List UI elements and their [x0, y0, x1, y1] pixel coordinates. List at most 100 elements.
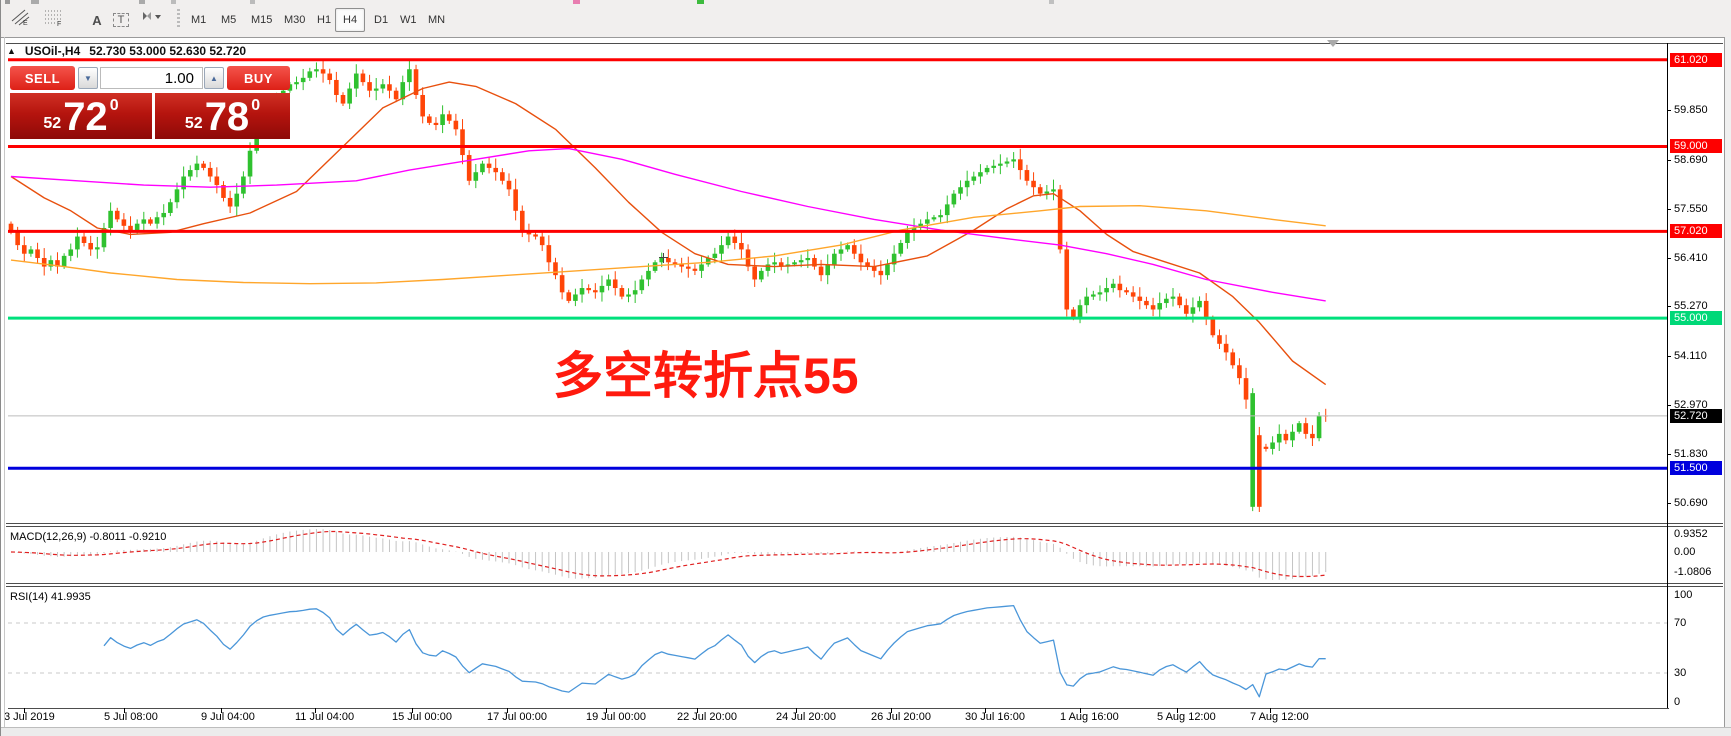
clipped-icon-fragment	[1049, 0, 1054, 4]
time-tick-label: 5 Aug 12:00	[1157, 711, 1216, 723]
symbol-label: USOil-,H4	[24, 44, 81, 58]
time-tick-label: 26 Jul 20:00	[871, 711, 931, 723]
rsi-axis-label: 70	[1674, 617, 1687, 629]
timeframe-m1-button[interactable]: M1	[191, 14, 207, 26]
fibonacci-tool-icon[interactable]: F	[44, 8, 70, 32]
volume-input[interactable]	[100, 67, 203, 89]
time-tick	[1270, 708, 1271, 713]
time-tick-label: 22 Jul 20:00	[677, 711, 737, 723]
volume-decrease-button[interactable]: ▼	[78, 67, 98, 89]
price-tick-label: 51.830	[1674, 448, 1708, 460]
rsi-label: RSI(14) 41.9935	[10, 591, 91, 603]
macd-axis-zero: 0.00	[1674, 546, 1696, 558]
macd-splitter-bottom[interactable]	[6, 526, 1723, 527]
svg-text:F: F	[57, 21, 61, 26]
toolbar-grip	[177, 9, 180, 29]
macd-axis-min: -1.0806	[1674, 566, 1712, 578]
buy-button[interactable]: BUY	[227, 66, 290, 90]
time-tick	[412, 708, 413, 713]
level-price-label: 57.020	[1670, 224, 1722, 238]
time-tick	[891, 708, 892, 713]
price-tick	[1667, 503, 1671, 504]
price-tick-label: 58.690	[1674, 154, 1708, 166]
cursor-mark-icon	[659, 257, 668, 258]
time-tick-label: 15 Jul 00:00	[392, 711, 452, 723]
window-left-border	[0, 0, 1, 736]
chart-shift-marker-icon[interactable]	[1327, 40, 1339, 47]
text-tool-icon[interactable]: A	[92, 12, 102, 28]
time-tick-label: 19 Jul 00:00	[586, 711, 646, 723]
clipped-icon-fragment	[31, 0, 39, 4]
time-tick	[1080, 708, 1081, 713]
sell-price-display[interactable]: 52 72 0	[10, 93, 152, 139]
time-tick-label: 9 Jul 04:00	[201, 711, 255, 723]
rsi-splitter-top[interactable]	[6, 583, 1723, 584]
time-tick-label: 3 Jul 2019	[4, 711, 55, 723]
rsi-axis-label: 30	[1674, 667, 1687, 679]
current-price-label: 52.720	[1670, 409, 1722, 423]
time-tick	[796, 708, 797, 713]
time-tick-label: 24 Jul 20:00	[776, 711, 836, 723]
equidistant-channel-tool-icon[interactable]: E	[10, 8, 36, 32]
timeframe-w1-button[interactable]: W1	[400, 14, 417, 26]
price-tick-label: 55.270	[1674, 300, 1708, 312]
timeframe-mn-button[interactable]: MN	[428, 14, 446, 26]
time-tick	[221, 708, 222, 713]
price-tick	[1667, 306, 1671, 307]
time-tick	[24, 708, 25, 713]
buy-price-big: 78	[204, 95, 250, 139]
timeframe-h1-button[interactable]: H1	[317, 14, 332, 26]
time-tick-label: 5 Jul 08:00	[104, 711, 158, 723]
ohlc-values: 52.730 53.000 52.630 52.720	[89, 44, 247, 58]
clipped-icon-fragment	[250, 0, 255, 4]
price-tick-label: 59.850	[1674, 104, 1708, 116]
buy-price-display[interactable]: 52 78 0	[155, 93, 290, 139]
clipped-icon-fragment	[697, 0, 704, 4]
rsi-axis-label: 100	[1674, 589, 1693, 601]
timeframe-d1-button[interactable]: D1	[374, 14, 389, 26]
time-tick	[697, 708, 698, 713]
macd-splitter-top[interactable]	[6, 523, 1723, 524]
text-label-tool-icon[interactable]: T	[108, 8, 134, 32]
price-tick	[1667, 258, 1671, 259]
timeframe-h4-button[interactable]: H4	[335, 8, 366, 32]
price-tick-label: 56.410	[1674, 252, 1708, 264]
collapse-triangle-icon[interactable]: ▲	[7, 46, 16, 56]
time-tick	[985, 708, 986, 713]
price-tick-label: 54.110	[1674, 350, 1707, 362]
macd-label: MACD(12,26,9) -0.8011 -0.9210	[10, 531, 167, 543]
timeframe-m5-button[interactable]: M5	[221, 14, 237, 26]
time-tick-label: 17 Jul 00:00	[487, 711, 547, 723]
chart-text-annotation[interactable]: 多空转折点55	[553, 348, 859, 404]
sell-price-sup: 0	[109, 97, 119, 114]
level-price-label: 51.500	[1670, 461, 1722, 475]
price-tick	[1667, 454, 1671, 455]
panel-left-border	[4, 37, 5, 727]
price-axis-line[interactable]	[1667, 43, 1668, 708]
time-tick-label: 1 Aug 16:00	[1060, 711, 1119, 723]
time-tick	[507, 708, 508, 713]
one-click-trade-panel: SELL ▼ ▲ BUY 52 72 0 52 78 0	[8, 66, 290, 139]
bottom-window-strip	[0, 727, 1731, 736]
right-scrollbar-gutter[interactable]	[1724, 37, 1731, 736]
clipped-icon-fragment	[171, 0, 176, 4]
timeframe-m15-button[interactable]: M15	[251, 14, 273, 26]
price-tick	[1667, 356, 1671, 357]
clipped-icon-fragment	[573, 0, 580, 4]
time-tick-label: 30 Jul 16:00	[965, 711, 1025, 723]
sell-button[interactable]: SELL	[10, 66, 75, 90]
chart-title: ▲ USOil-,H4 52.730 53.000 52.630 52.720	[7, 44, 246, 58]
volume-increase-button[interactable]: ▲	[204, 67, 224, 89]
arrows-tool-icon[interactable]	[138, 8, 164, 32]
level-price-label: 59.000	[1670, 139, 1722, 153]
price-tick-label: 57.550	[1674, 203, 1708, 215]
sell-price-prefix: 52	[43, 115, 62, 132]
time-tick	[124, 708, 125, 713]
macd-axis-max: 0.9352	[1674, 528, 1708, 540]
buy-price-sup: 0	[251, 97, 261, 114]
timeframe-m30-button[interactable]: M30	[284, 14, 306, 26]
price-tick-label: 50.690	[1674, 497, 1708, 509]
rsi-splitter-bottom[interactable]	[6, 586, 1723, 587]
